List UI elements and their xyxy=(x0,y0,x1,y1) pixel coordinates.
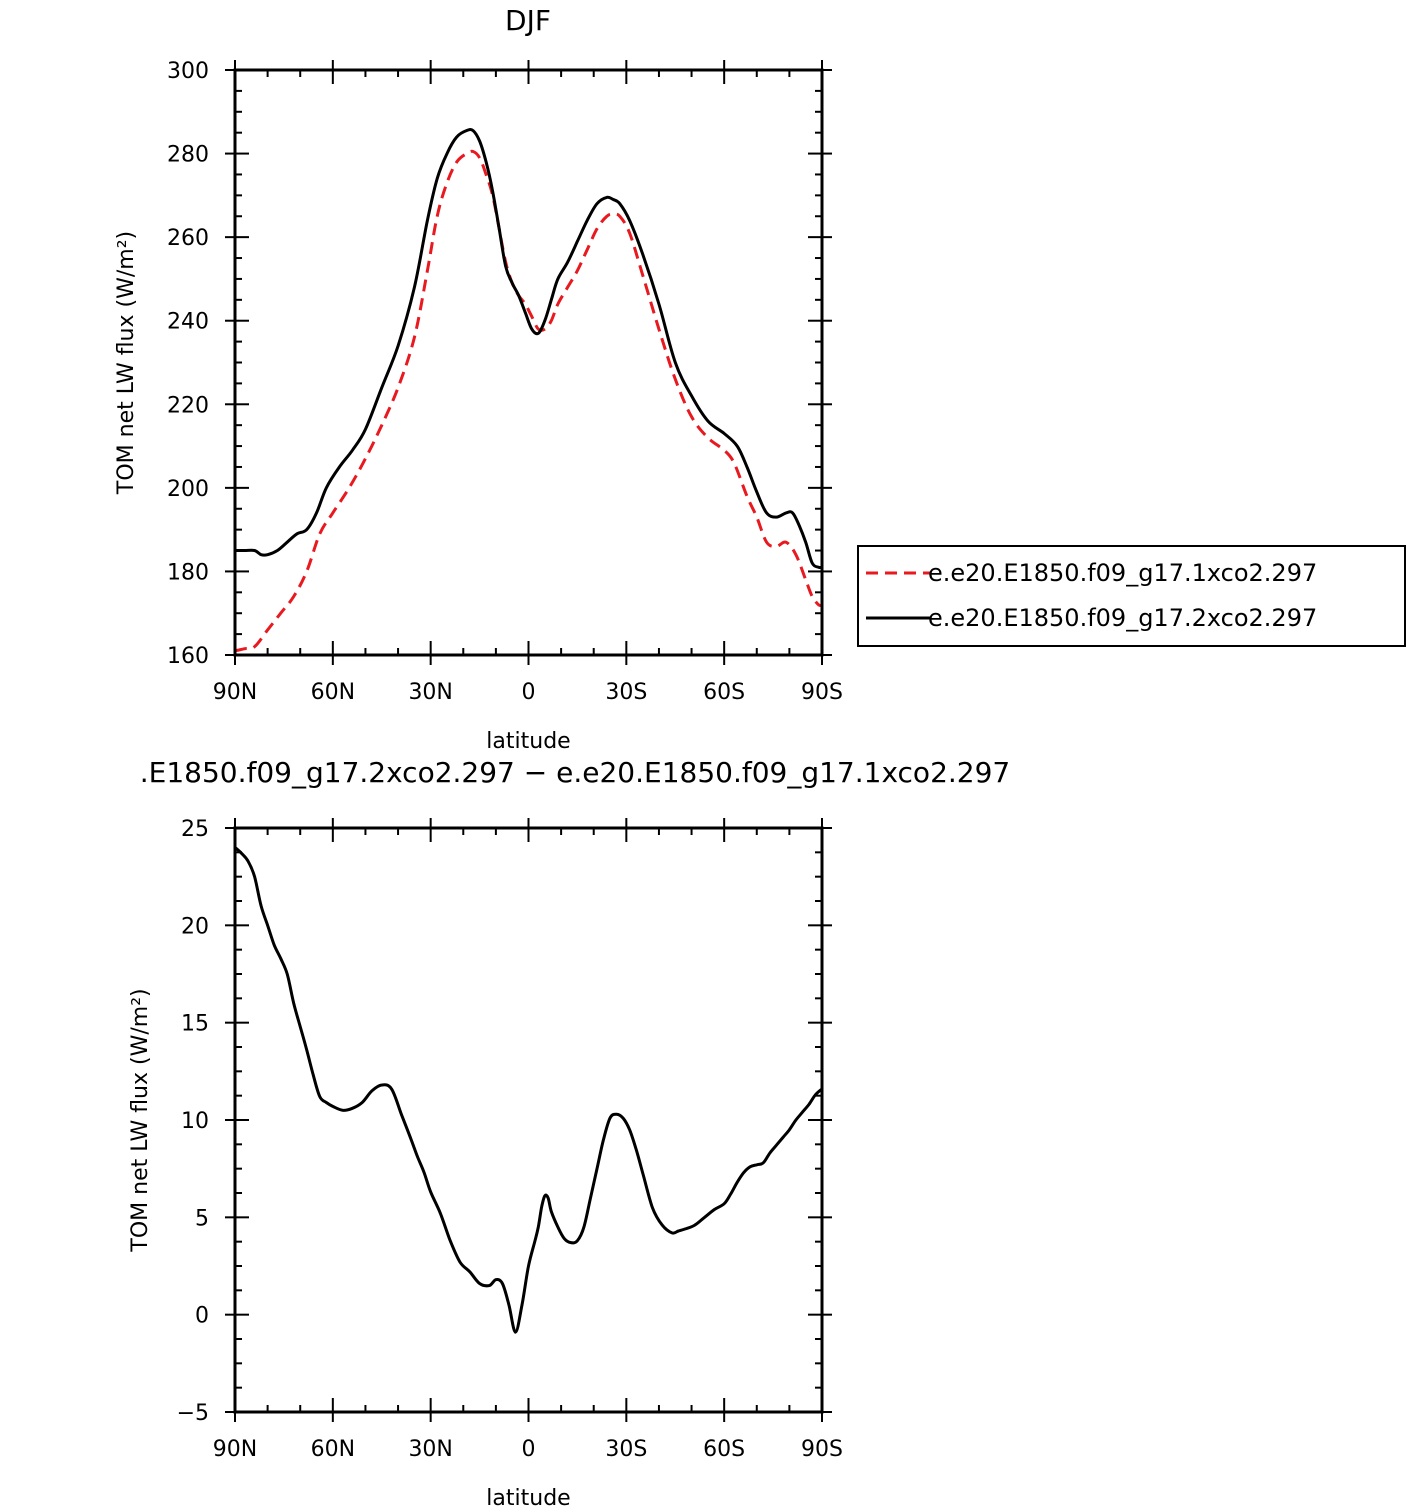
bottom-plot-x-axis-label: latitude xyxy=(486,1486,570,1511)
x-tick-label: 0 xyxy=(522,680,536,705)
x-tick-label: 90N xyxy=(213,680,257,705)
bottom-plot-series xyxy=(234,846,823,1334)
y-tick-label: 15 xyxy=(181,1012,209,1037)
y-tick-label: 25 xyxy=(181,817,209,842)
bottom-plot-title: .E1850.f09_g17.2xco2.297 − e.e20.E1850.f… xyxy=(140,756,1010,789)
y-tick-label: 5 xyxy=(195,1206,209,1231)
series-line xyxy=(234,149,823,653)
x-tick-label: 0 xyxy=(522,1437,536,1462)
series-line xyxy=(235,128,823,570)
x-tick-label: 60N xyxy=(311,1437,355,1462)
x-tick-label: 90S xyxy=(801,1437,843,1462)
top-plot-panel: DJF 90N 60N 30N 0 30S 60S 90S 160 180 200 220 240 26… xyxy=(114,4,843,754)
top-plot-series xyxy=(234,128,823,653)
legend: e.e20.E1850.f09_g17.1xco2.297 e.e20.E185… xyxy=(857,545,1406,647)
y-tick-label: 280 xyxy=(167,143,209,168)
y-tick-label: 260 xyxy=(167,226,209,251)
series-line xyxy=(234,846,823,1334)
x-tick-label: 30N xyxy=(408,1437,452,1462)
bottom-plot-frame xyxy=(233,826,824,1414)
x-tick-label: 30S xyxy=(605,680,647,705)
x-tick-label: 90N xyxy=(213,1437,257,1462)
legend-box xyxy=(857,545,1406,647)
x-tick-label: 60S xyxy=(703,680,745,705)
y-tick-label: 220 xyxy=(167,393,209,418)
y-tick-label: 20 xyxy=(181,914,209,939)
y-tick-label: 300 xyxy=(167,59,209,84)
bottom-plot-panel: .E1850.f09_g17.2xco2.297 − e.e20.E1850.f… xyxy=(128,756,1010,1511)
bottom-plot-y-axis-label: TOM net LW flux (W/m²) xyxy=(128,988,153,1252)
y-tick-label: 160 xyxy=(167,644,209,669)
x-tick-label: 90S xyxy=(801,680,843,705)
bottom-plot-ticks: 90N 60N 30N 0 30S 60S 90S −5 0 5 10 15 20 25 xyxy=(177,817,843,1462)
y-tick-label: 200 xyxy=(167,477,209,502)
y-tick-label: 180 xyxy=(167,560,209,585)
top-plot-ticks: 90N 60N 30N 0 30S 60S 90S 160 180 200 220 240 260 280… xyxy=(167,59,843,705)
x-tick-label: 60S xyxy=(703,1437,745,1462)
y-tick-label: −5 xyxy=(177,1401,209,1426)
y-tick-label: 10 xyxy=(181,1109,209,1134)
x-tick-label: 60N xyxy=(311,680,355,705)
legend-label-1xco2: e.e20.E1850.f09_g17.1xco2.297 xyxy=(928,559,1317,587)
top-plot-x-axis-label: latitude xyxy=(486,729,570,754)
top-plot-y-axis-label: TOM net LW flux (W/m²) xyxy=(114,231,139,495)
x-tick-label: 30N xyxy=(408,680,452,705)
x-tick-label: 30S xyxy=(605,1437,647,1462)
top-plot-frame xyxy=(233,68,824,657)
top-plot-title: DJF xyxy=(505,4,551,37)
y-tick-label: 240 xyxy=(167,310,209,335)
legend-label-2xco2: e.e20.E1850.f09_g17.2xco2.297 xyxy=(928,604,1317,632)
y-tick-label: 0 xyxy=(195,1304,209,1329)
